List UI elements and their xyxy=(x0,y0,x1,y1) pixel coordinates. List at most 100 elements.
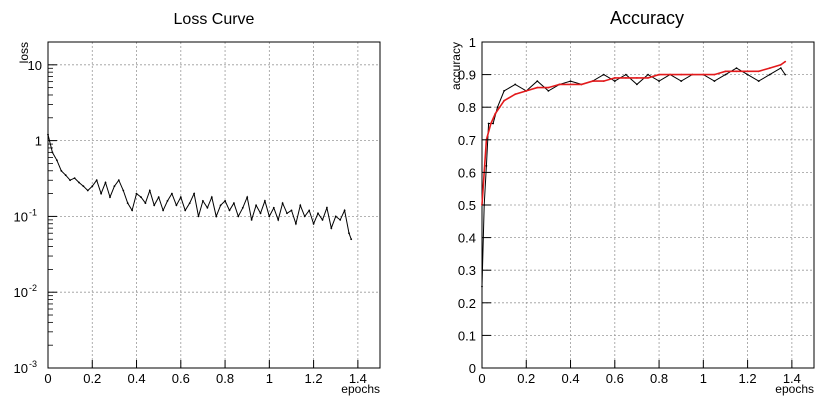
chart-title: Accuracy xyxy=(610,8,684,28)
data-point xyxy=(503,90,505,92)
data-point xyxy=(702,73,705,76)
grid xyxy=(482,42,814,368)
data-point xyxy=(299,204,302,207)
loss-chart: Loss Curve 0 0.2 0.4 0.6 0.8 1 1.2 1.4 10-310-2… xyxy=(14,11,381,396)
data-point xyxy=(647,77,649,79)
data-point xyxy=(658,80,660,82)
x-ticks: 0 0.2 0.4 0.6 0.8 1 1.2 1.4 xyxy=(478,360,801,386)
data-point xyxy=(680,73,683,76)
y-tick-label: 0.4 xyxy=(458,231,476,246)
data-point xyxy=(286,212,288,215)
x-tick-label: 0.4 xyxy=(561,371,579,386)
data-point xyxy=(669,73,671,76)
data-point xyxy=(69,179,71,182)
data-point xyxy=(259,212,262,215)
data-point xyxy=(82,185,85,188)
x-tick-label: 0.2 xyxy=(83,371,101,386)
data-point xyxy=(569,80,572,82)
data-point xyxy=(503,99,505,102)
y-axis-label: accuracy xyxy=(449,42,463,90)
x-tick-label: 0.8 xyxy=(216,371,234,386)
data-point xyxy=(591,80,594,82)
y-tick-label: 1 xyxy=(35,134,42,149)
data-point xyxy=(768,73,771,76)
data-point xyxy=(91,185,94,188)
data-point xyxy=(547,86,550,89)
data-point xyxy=(343,209,346,212)
data-point xyxy=(580,83,583,86)
data-point xyxy=(47,133,49,136)
data-point xyxy=(157,196,160,199)
data-point xyxy=(290,209,293,212)
y-tick-exponent: -3 xyxy=(29,359,37,369)
data-point xyxy=(179,196,182,199)
x-ticks: 0 0.2 0.4 0.6 0.8 1 1.2 1.4 xyxy=(44,360,367,386)
data-point xyxy=(281,202,284,205)
data-point xyxy=(308,209,311,212)
accuracy-chart: Accuracy 0 0.2 0.4 0.6 0.8 1 1.2 1.4 0 0.1 0.2 0.3… xyxy=(449,8,815,396)
data-point xyxy=(602,80,605,82)
data-point xyxy=(496,106,499,109)
data-point xyxy=(330,227,333,230)
data-point xyxy=(277,219,280,221)
data-point xyxy=(485,165,488,167)
data-point xyxy=(241,206,244,209)
data-point xyxy=(569,83,572,86)
data-point xyxy=(735,70,738,73)
data-point xyxy=(547,90,550,92)
data-point xyxy=(625,73,627,76)
data-point xyxy=(215,215,218,218)
data-point xyxy=(724,73,727,76)
data-point xyxy=(250,219,253,221)
y-tick-label: 0.9 xyxy=(458,68,476,83)
grid xyxy=(48,42,380,368)
data-point xyxy=(558,83,561,86)
data-point xyxy=(60,169,63,172)
data-point xyxy=(184,209,187,212)
data-point xyxy=(246,196,249,199)
y-tick-label: 10 xyxy=(28,58,42,73)
data-point xyxy=(680,80,683,82)
data-point xyxy=(233,202,235,205)
series-group xyxy=(481,60,787,288)
data-point xyxy=(122,189,125,192)
data-point xyxy=(264,200,266,202)
data-point xyxy=(321,219,324,221)
data-point xyxy=(64,174,67,177)
data-point xyxy=(494,112,497,115)
data-point xyxy=(171,192,173,195)
data-point xyxy=(746,73,749,76)
data-point xyxy=(206,206,209,209)
data-point xyxy=(498,106,501,109)
x-tick-label: 0.4 xyxy=(127,371,145,386)
x-tick-label: 1 xyxy=(266,371,273,386)
data-point xyxy=(350,238,353,241)
data-point xyxy=(166,200,169,202)
data-point xyxy=(326,206,328,209)
data-point xyxy=(613,80,616,82)
data-point xyxy=(100,192,102,195)
data-point xyxy=(713,80,716,82)
data-point xyxy=(86,189,89,192)
data-point xyxy=(625,77,627,79)
data-point xyxy=(197,215,200,218)
data-point xyxy=(73,177,76,180)
plot-frame xyxy=(47,41,381,369)
data-point xyxy=(193,192,196,195)
y-tick-label: 1 xyxy=(469,35,476,50)
data-point xyxy=(735,67,738,69)
data-point xyxy=(175,204,178,207)
data-point xyxy=(131,209,134,212)
y-tick-label: 0.8 xyxy=(458,100,476,115)
data-point xyxy=(779,63,782,66)
y-tick-label: 0.6 xyxy=(458,165,476,180)
data-point xyxy=(317,212,319,215)
chart-title: Loss Curve xyxy=(174,11,255,28)
data-point xyxy=(613,77,616,79)
x-tick-label: 0.8 xyxy=(650,371,668,386)
data-point xyxy=(109,196,111,199)
data-point xyxy=(784,73,787,76)
data-point xyxy=(237,215,240,218)
data-point xyxy=(303,215,306,218)
